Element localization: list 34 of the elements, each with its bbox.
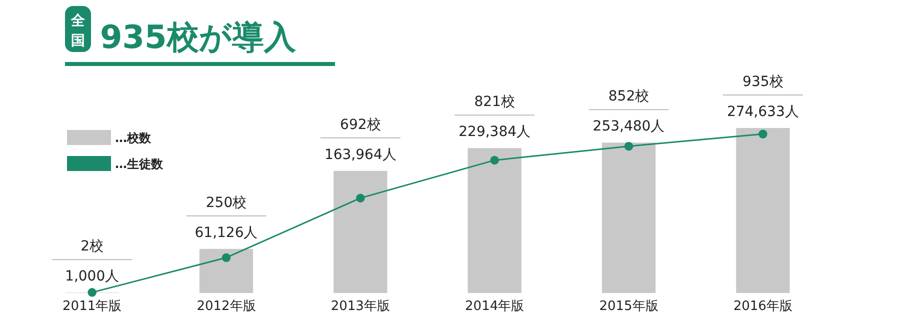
point [624,142,634,151]
data-label: 935校 [742,74,784,90]
x-tick-label: 2016年版 [733,299,792,314]
data-label: 250校 [206,194,247,211]
chart-subtitle: 全国 [70,13,86,49]
point [88,288,96,297]
bar [468,148,522,293]
data-label: 692校 [340,116,381,133]
x-tick-label: 2012年版 [196,299,256,314]
data-label: 253,480人 [592,118,665,135]
bar [334,170,388,293]
data-label: 61,126人 [194,224,258,241]
x-tick-label: 2014年版 [465,299,524,314]
chart-title: 935校が導入 [100,18,297,56]
point [356,194,365,202]
legend-label: …校数 [115,131,152,145]
data-label: 1,000人 [65,268,120,285]
point [758,130,768,138]
point [222,253,231,262]
bar [199,248,254,293]
x-tick-label: 2015年版 [599,299,658,314]
data-label: 2校 [80,238,104,255]
data-label: 821校 [474,94,515,110]
bar [736,128,790,293]
x-tick-label: 2011年版 [62,299,122,314]
data-label: 852校 [608,88,650,105]
data-label: 229,384人 [458,124,531,140]
badge: 全国 [65,6,91,52]
x-tick-label: 2013年版 [330,299,390,314]
data-label: 163,964人 [324,146,396,163]
legend-label: …生徒数 [115,157,164,171]
point [490,156,499,165]
bar [602,142,656,293]
data-label: 274,633人 [726,104,799,120]
